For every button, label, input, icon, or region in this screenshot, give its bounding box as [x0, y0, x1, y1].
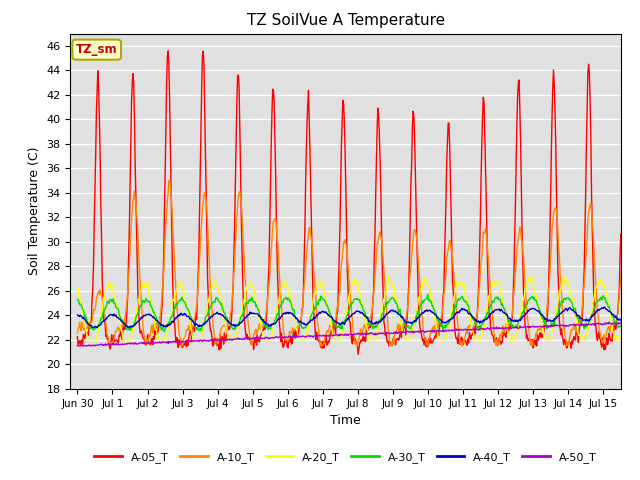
A-05_T: [465, 340, 472, 346]
A-10_T: [478, 253, 486, 259]
A-50_T: [305, 333, 313, 339]
A-20_T: [74, 287, 81, 292]
A-40_T: [76, 313, 83, 319]
A-05_T: [74, 334, 81, 339]
Text: TZ_sm: TZ_sm: [76, 43, 118, 56]
A-05_T: [326, 331, 334, 337]
Title: TZ SoilVue A Temperature: TZ SoilVue A Temperature: [246, 13, 445, 28]
A-20_T: [150, 315, 158, 321]
A-05_T: [355, 351, 362, 357]
A-10_T: [74, 330, 81, 336]
A-20_T: [306, 316, 314, 322]
A-05_T: [617, 231, 625, 237]
A-30_T: [465, 304, 472, 310]
Y-axis label: Soil Temperature (C): Soil Temperature (C): [28, 147, 41, 276]
Line: A-30_T: A-30_T: [77, 294, 621, 332]
A-10_T: [465, 325, 472, 331]
A-20_T: [477, 336, 485, 341]
A-20_T: [528, 274, 536, 279]
A-30_T: [161, 329, 168, 335]
X-axis label: Time: Time: [330, 414, 361, 427]
A-50_T: [76, 343, 83, 349]
A-30_T: [74, 297, 81, 302]
Line: A-10_T: A-10_T: [77, 180, 621, 346]
A-40_T: [90, 324, 97, 330]
A-40_T: [150, 315, 158, 321]
A-10_T: [327, 324, 335, 330]
A-50_T: [477, 325, 484, 331]
A-10_T: [150, 324, 157, 329]
Line: A-50_T: A-50_T: [77, 322, 621, 346]
A-40_T: [617, 317, 625, 323]
A-40_T: [326, 314, 334, 320]
Line: A-20_T: A-20_T: [77, 276, 621, 340]
A-30_T: [617, 323, 625, 329]
A-10_T: [76, 320, 83, 325]
A-20_T: [617, 333, 625, 339]
A-10_T: [177, 343, 185, 349]
A-50_T: [74, 343, 81, 349]
A-05_T: [478, 140, 486, 146]
A-40_T: [477, 320, 485, 325]
A-30_T: [150, 310, 157, 315]
A-50_T: [617, 320, 625, 326]
A-05_T: [76, 338, 83, 344]
A-20_T: [85, 337, 93, 343]
A-20_T: [76, 295, 83, 301]
A-05_T: [164, 48, 172, 54]
Line: A-40_T: A-40_T: [77, 307, 621, 327]
A-30_T: [424, 291, 431, 297]
Line: A-05_T: A-05_T: [77, 51, 621, 354]
A-40_T: [306, 319, 314, 324]
A-50_T: [605, 319, 613, 325]
A-50_T: [463, 327, 471, 333]
A-50_T: [150, 341, 157, 347]
A-10_T: [307, 232, 314, 238]
A-30_T: [478, 322, 486, 327]
A-20_T: [326, 322, 334, 327]
A-05_T: [306, 148, 314, 154]
A-10_T: [165, 178, 173, 183]
A-20_T: [464, 305, 472, 311]
A-40_T: [600, 304, 608, 310]
A-40_T: [74, 312, 81, 318]
A-40_T: [464, 310, 472, 315]
A-30_T: [326, 312, 334, 317]
A-30_T: [76, 302, 83, 308]
A-05_T: [150, 334, 157, 339]
A-50_T: [326, 332, 333, 337]
A-30_T: [306, 316, 314, 322]
Legend: A-05_T, A-10_T, A-20_T, A-30_T, A-40_T, A-50_T: A-05_T, A-10_T, A-20_T, A-30_T, A-40_T, …: [90, 448, 601, 468]
A-10_T: [617, 276, 625, 281]
